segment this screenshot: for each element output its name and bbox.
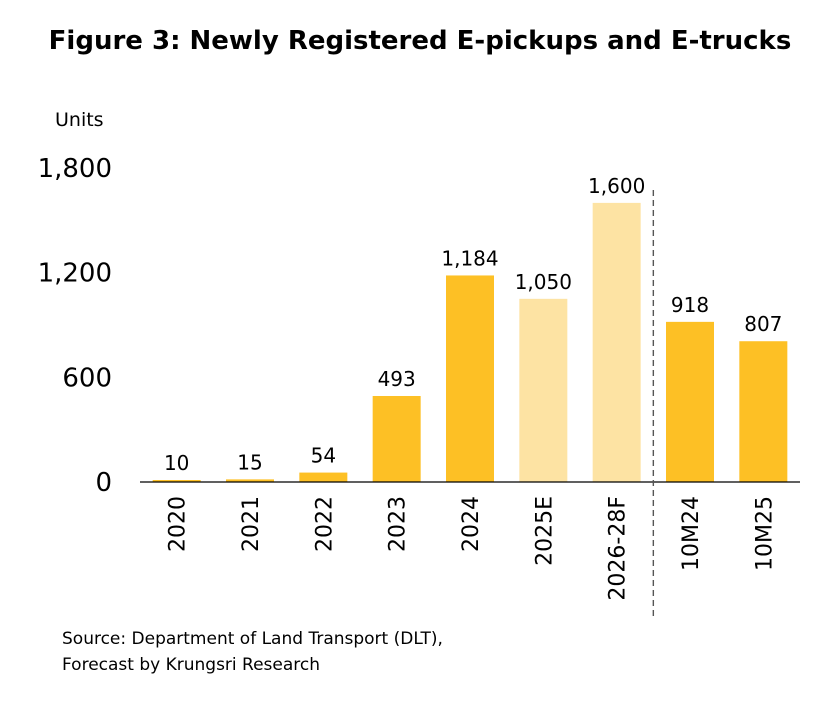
bar	[592, 202, 641, 482]
chart-title: Figure 3: Newly Registered E-pickups and…	[48, 26, 792, 56]
x-tick-label: 2025E	[532, 496, 557, 566]
data-label: 10	[164, 451, 189, 475]
data-label: 15	[237, 450, 262, 474]
bar	[299, 472, 348, 482]
x-tick-label: 2022	[312, 496, 337, 552]
x-tick-label: 2023	[386, 496, 411, 552]
y-tick-label: 1,200	[38, 259, 112, 289]
x-tick-label: 2021	[239, 496, 264, 552]
bar	[666, 321, 714, 482]
y-tick-label: 600	[62, 363, 112, 393]
x-tick-label: 2020	[166, 496, 191, 552]
source-line-2: Forecast by Krungsri Research	[62, 655, 321, 675]
source-note: Source: Department of Land Transport (DL…	[62, 626, 443, 678]
data-label: 493	[378, 367, 416, 391]
bar	[226, 479, 274, 482]
x-axis-ticks: 2020 2021 2022 2023 2024 2025E 2026-28F 10M24 10…	[166, 496, 778, 601]
y-tick-label: 0	[95, 468, 112, 498]
data-label: 1,184	[441, 246, 498, 270]
y-tick-label: 1,800	[38, 154, 112, 184]
bar	[372, 395, 421, 482]
data-labels: 10 15 54 493 1,184 1,050 1,600 918 807	[164, 174, 782, 475]
data-label: 918	[671, 293, 709, 317]
source-line-1: Source: Department of Land Transport (DL…	[62, 629, 443, 649]
bars	[152, 202, 788, 482]
x-tick-label: 10M25	[752, 496, 777, 571]
bar	[446, 275, 494, 482]
bar	[152, 480, 201, 482]
data-label: 54	[311, 444, 336, 468]
data-label: 1,600	[588, 174, 645, 198]
data-label: 1,050	[515, 270, 572, 294]
x-tick-label: 2026-28F	[606, 496, 631, 601]
x-tick-label: 10M24	[679, 496, 704, 571]
bar	[739, 341, 788, 482]
data-label: 807	[744, 312, 782, 336]
bar	[519, 298, 568, 482]
y-axis-label: Units	[55, 109, 104, 131]
y-axis-ticks: 0 600 1,200 1,800	[38, 154, 112, 498]
x-tick-label: 2024	[459, 496, 484, 552]
